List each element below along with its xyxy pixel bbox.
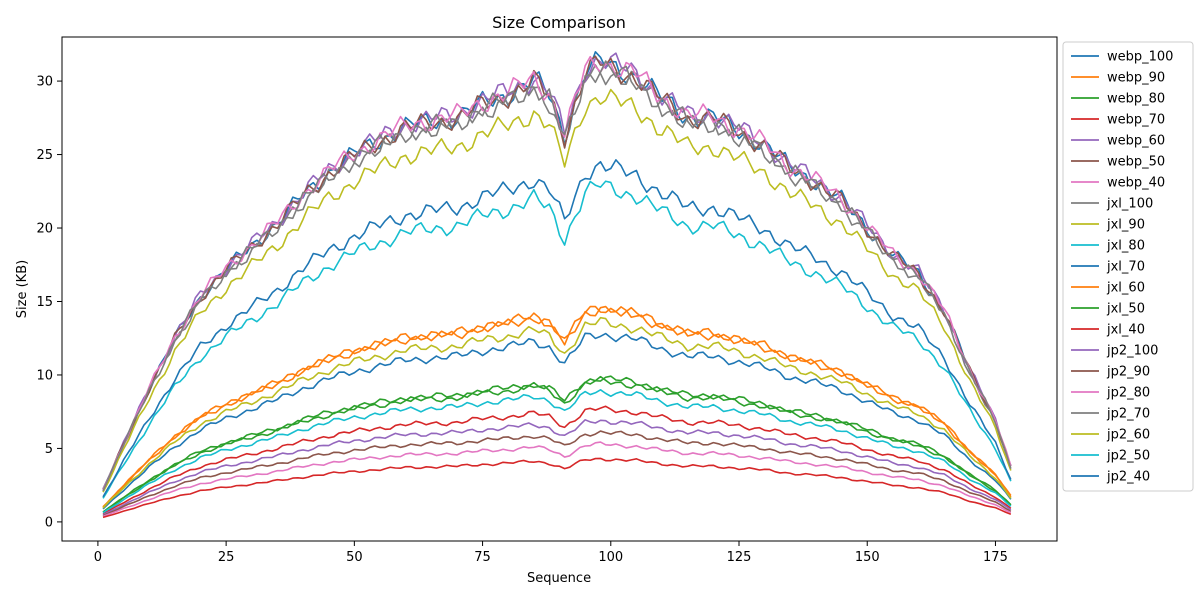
legend-label: jp2_50: [1106, 449, 1150, 464]
y-axis-title: Size (KB): [15, 260, 30, 318]
legend-label: jxl_80: [1106, 239, 1145, 254]
legend-label: jp2_70: [1106, 407, 1150, 422]
legend-label: jp2_90: [1106, 365, 1150, 380]
legend-label: jp2_80: [1106, 386, 1150, 401]
legend-label: jp2_60: [1106, 428, 1150, 443]
series-line-jp2_70: [102, 60, 1012, 492]
legend-label: webp_90: [1107, 71, 1165, 86]
x-tick-label: 125: [727, 550, 752, 565]
y-tick-label: 15: [36, 295, 53, 310]
series-line-jxl_40: [102, 457, 1012, 519]
series-line-jp2_60: [102, 316, 1012, 509]
legend-label: webp_60: [1107, 134, 1165, 149]
series-line-webp_70: [102, 405, 1012, 515]
legend-label: jp2_40: [1106, 470, 1150, 485]
y-tick-label: 30: [36, 75, 53, 90]
x-axis-title: Sequence: [527, 571, 591, 586]
x-axis: 0 25 50 75 100 125 150 175: [94, 541, 1008, 565]
series-line-webp_50: [102, 430, 1012, 517]
legend-label: jxl_90: [1106, 218, 1145, 233]
series-line-webp_40: [102, 441, 1012, 518]
plot-frame: [61, 36, 1058, 542]
legend-label: jxl_70: [1106, 260, 1145, 275]
x-tick-label: 75: [474, 550, 491, 565]
chart-title: Size Comparison: [492, 13, 626, 32]
plot-lines: [102, 51, 1012, 519]
x-tick-label: 0: [94, 550, 102, 565]
series-line-jxl_90: [102, 88, 1012, 493]
legend-label: jp2_100: [1106, 344, 1158, 359]
legend-label: jxl_40: [1106, 323, 1145, 338]
series-line-jp2_40: [102, 159, 1012, 498]
series-line-jp2_100: [102, 52, 1012, 490]
legend-label: jxl_50: [1106, 302, 1145, 317]
legend-label: webp_70: [1107, 113, 1165, 128]
legend-box: [1062, 41, 1194, 492]
y-tick-label: 20: [36, 222, 53, 237]
y-tick-label: 0: [45, 515, 53, 530]
legend-label: webp_50: [1107, 155, 1165, 170]
legend-label: jxl_60: [1106, 281, 1145, 296]
series-line-jxl_100: [102, 64, 1012, 490]
y-tick-label: 25: [36, 148, 53, 163]
legend: webp_100 webp_90 webp_80 webp_70 webp_60webp…: [1062, 41, 1194, 492]
legend-label: webp_100: [1107, 50, 1173, 65]
x-tick-label: 50: [346, 550, 363, 565]
y-tick-label: 5: [45, 442, 53, 457]
x-tick-label: 150: [855, 550, 880, 565]
series-line-jxl_80: [102, 180, 1012, 499]
series-line-webp_80: [102, 375, 1012, 513]
series-line-jp2_50: [102, 389, 1012, 514]
legend-label: webp_40: [1107, 176, 1165, 191]
x-tick-label: 100: [598, 550, 623, 565]
series-line-jxl_60: [102, 305, 1012, 508]
y-tick-label: 10: [36, 368, 53, 383]
legend-label: jxl_100: [1106, 197, 1153, 212]
y-axis: 0 5 10 15 20 25 30: [36, 75, 62, 530]
x-tick-label: 175: [983, 550, 1008, 565]
series-line-jxl_70: [102, 332, 1012, 510]
legend-label: webp_80: [1107, 92, 1165, 107]
x-tick-label: 25: [218, 550, 235, 565]
series-line-webp_60: [102, 419, 1012, 516]
series-line-jxl_50: [102, 375, 1012, 513]
